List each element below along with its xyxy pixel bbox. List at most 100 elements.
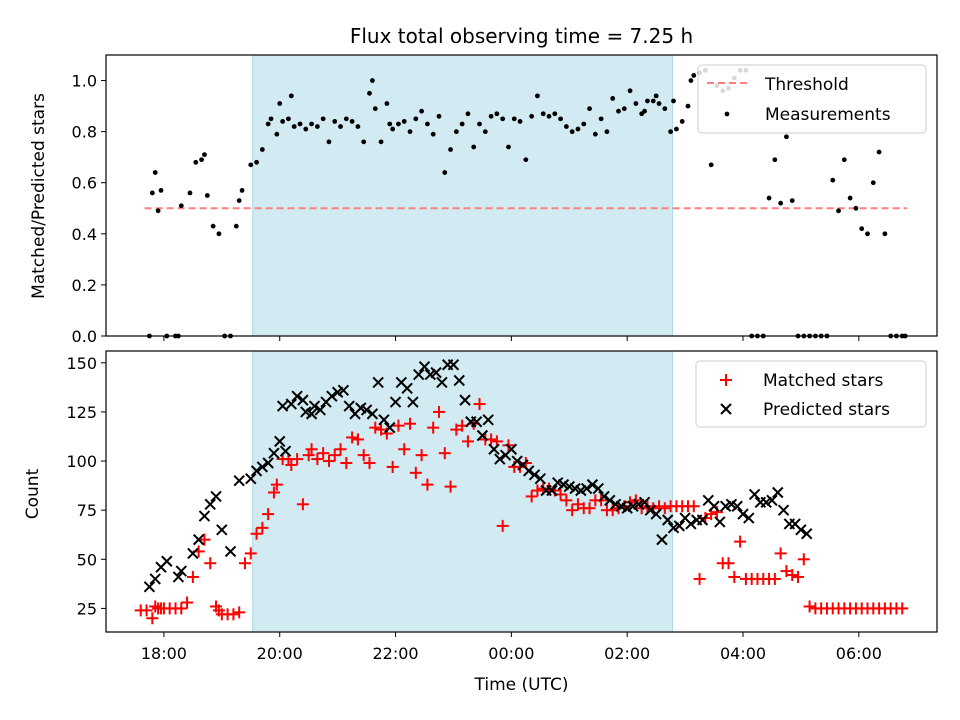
matched-star-point: [722, 557, 735, 570]
predicted-star-point: [192, 533, 205, 546]
measurement-point: [297, 121, 303, 127]
predicted-star-point: [407, 396, 419, 408]
measurement-point: [424, 121, 430, 127]
legend-measurements-label: Measurements: [765, 105, 891, 125]
predicted-star-point: [149, 573, 161, 585]
measurement-point: [178, 203, 184, 209]
measurement-point: [471, 144, 477, 150]
top-shaded-interval: [252, 55, 673, 336]
predicted-star-point: [546, 484, 558, 497]
matched-star-point: [250, 527, 263, 540]
measurement-point: [841, 157, 847, 163]
y-tick-label: 50: [77, 550, 97, 569]
measurement-point: [642, 108, 647, 114]
predicted-star-point: [662, 514, 674, 526]
matched-star-point: [728, 570, 741, 583]
measurement-point: [598, 116, 604, 122]
bottom-axes-frame: [105, 350, 938, 633]
measurement-point: [511, 116, 517, 122]
measurement-point: [216, 231, 222, 237]
predicted-star-point: [650, 508, 662, 520]
measurement-point: [494, 111, 500, 117]
measurement-point: [836, 208, 841, 214]
measurement-point: [465, 111, 471, 117]
matched-star-point: [198, 533, 211, 546]
matched-star-point: [734, 535, 747, 548]
predicted-star-point: [384, 421, 396, 434]
measurement-point: [540, 111, 546, 117]
measurement-point: [233, 223, 239, 229]
predicted-star-point: [598, 490, 610, 503]
measurement-point: [581, 121, 587, 127]
measurement-point: [401, 119, 407, 124]
matched-star-point: [896, 602, 909, 615]
measurement-point: [865, 231, 870, 237]
measurement-point: [633, 101, 639, 106]
measurement-point: [650, 98, 656, 104]
measurement-point: [274, 131, 280, 137]
measurement-point: [280, 119, 286, 124]
measurement-point: [254, 159, 259, 165]
predicted-star-point: [737, 508, 749, 520]
matched-star-point: [322, 455, 335, 468]
predicted-star-point: [172, 571, 185, 583]
predicted-star-point: [224, 545, 237, 558]
measurement-point: [309, 121, 314, 127]
x-axis-label: Time (UTC): [474, 675, 569, 695]
top-legend: Threshold Measurements: [697, 64, 927, 134]
bottom-x-ticks: 18:00 20:00 22:00 00:00 02:00 04:00 06:00: [141, 632, 882, 663]
matched-star-point: [444, 480, 457, 493]
y-tick-label: 25: [77, 599, 97, 618]
predicted-star-point: [297, 394, 309, 406]
measurement-point: [627, 88, 633, 94]
matched-star-point: [803, 600, 816, 613]
matched-star-point: [583, 502, 596, 515]
measurement-point: [338, 124, 343, 129]
measurement-point: [369, 78, 375, 83]
measurement-point: [546, 113, 552, 119]
measurement-point: [320, 116, 326, 122]
predicted-star-point: [430, 366, 442, 379]
measurement-point: [668, 129, 674, 135]
legend-matched-swatch: [720, 374, 732, 386]
measurement-point: [691, 73, 697, 78]
predicted-star-point: [476, 429, 489, 442]
predicted-star-point: [656, 533, 668, 546]
measurement-point: [535, 93, 540, 99]
predicted-star-point: [673, 520, 686, 532]
matched-star-point: [186, 570, 199, 583]
measurement-point: [772, 157, 778, 163]
predicted-star-point: [268, 447, 280, 459]
measurement-point: [448, 147, 453, 152]
measurement-point: [653, 93, 659, 99]
matched-star-point: [140, 604, 153, 617]
measurement-point: [482, 129, 488, 135]
matched-star-point: [427, 421, 440, 434]
measurement-point: [387, 121, 393, 127]
matched-star-point: [768, 572, 781, 585]
predicted-star-point: [326, 390, 338, 402]
measurement-point: [413, 116, 419, 122]
y-tick-label: 150: [66, 354, 97, 373]
matched-star-point: [792, 570, 805, 583]
matched-star-point: [317, 447, 330, 460]
predicted-star-point: [401, 382, 413, 395]
matched-star-point: [311, 453, 324, 466]
matched-star-point: [346, 431, 359, 444]
measurement-point: [149, 190, 155, 196]
measurement-point: [558, 116, 563, 122]
measurement-point: [645, 98, 650, 104]
measurement-point: [488, 113, 494, 119]
predicted-star-point: [343, 400, 355, 412]
predicted-star-point: [528, 469, 541, 481]
measurement-point: [563, 124, 569, 129]
measurement-point: [332, 119, 338, 124]
measurement-point: [378, 139, 384, 145]
predicted-star-point: [143, 581, 156, 593]
bottom-legend: Matched stars Predicted stars: [695, 360, 927, 428]
predicted-star-point: [743, 512, 755, 524]
matched-star-point: [438, 447, 451, 460]
matched-star-point: [693, 572, 706, 585]
predicted-star-point: [366, 408, 379, 420]
predicted-star-point: [198, 510, 211, 522]
